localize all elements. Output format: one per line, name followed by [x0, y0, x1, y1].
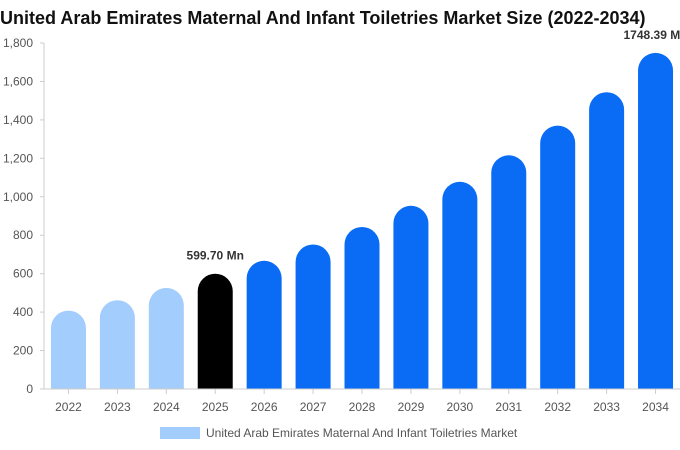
x-tick-label: 2026	[251, 400, 278, 414]
y-tick-label: 600	[13, 267, 33, 281]
bar-2030	[442, 181, 478, 389]
y-tick-label: 0	[26, 382, 33, 396]
bar-2024	[148, 287, 184, 389]
x-tick-label: 2025	[202, 400, 229, 414]
bar-2025	[197, 273, 233, 389]
x-tick-label: 2033	[593, 400, 620, 414]
bar-2022	[50, 310, 86, 389]
x-tick-label: 2034	[642, 400, 669, 414]
x-tick-label: 2028	[349, 400, 376, 414]
x-tick-label: 2032	[544, 400, 571, 414]
bar-2026	[246, 260, 282, 389]
chart-title: United Arab Emirates Maternal And Infant…	[0, 8, 646, 28]
y-tick-label: 1,800	[3, 36, 33, 50]
x-tick-label: 2029	[398, 400, 425, 414]
bar-2033	[589, 92, 625, 389]
y-tick-label: 800	[13, 228, 33, 242]
bar-2027	[295, 244, 331, 389]
x-tick-label: 2022	[55, 400, 82, 414]
bar-2023	[99, 300, 135, 389]
bar-2028	[344, 226, 380, 389]
y-tick-label: 1,400	[3, 113, 33, 127]
y-tick-label: 200	[13, 344, 33, 358]
bar-2034	[638, 52, 674, 389]
y-axis: 0 200 400 600 800 1,000 1,200 1,400 1,600 1,800	[3, 36, 45, 396]
x-tick-label: 2024	[153, 400, 180, 414]
y-tick-label: 1,600	[3, 74, 33, 88]
legend-label: United Arab Emirates Maternal And Infant…	[206, 426, 518, 440]
x-tick-label: 2023	[104, 400, 131, 414]
y-tick-label: 1,000	[3, 190, 33, 204]
x-tick-label: 2030	[446, 400, 473, 414]
y-tick-label: 400	[13, 305, 33, 319]
data-labels: 599.70 Mn 1748.39 Mn	[187, 28, 680, 263]
legend: United Arab Emirates Maternal And Infant…	[160, 425, 517, 441]
data-label-2025: 599.70 Mn	[187, 249, 244, 263]
x-tick-label: 2031	[495, 400, 522, 414]
legend-swatch	[160, 427, 200, 439]
bar-2032	[540, 125, 576, 389]
x-axis: 2022 2023 2024 2025 2026 2027 2028 2029 2030 2031…	[44, 388, 680, 414]
bars	[50, 52, 674, 389]
bar-2029	[393, 205, 429, 389]
data-label-2034: 1748.39 Mn	[624, 28, 680, 42]
y-tick-label: 1,200	[3, 151, 33, 165]
x-tick-label: 2027	[300, 400, 327, 414]
bar-2031	[491, 155, 527, 389]
